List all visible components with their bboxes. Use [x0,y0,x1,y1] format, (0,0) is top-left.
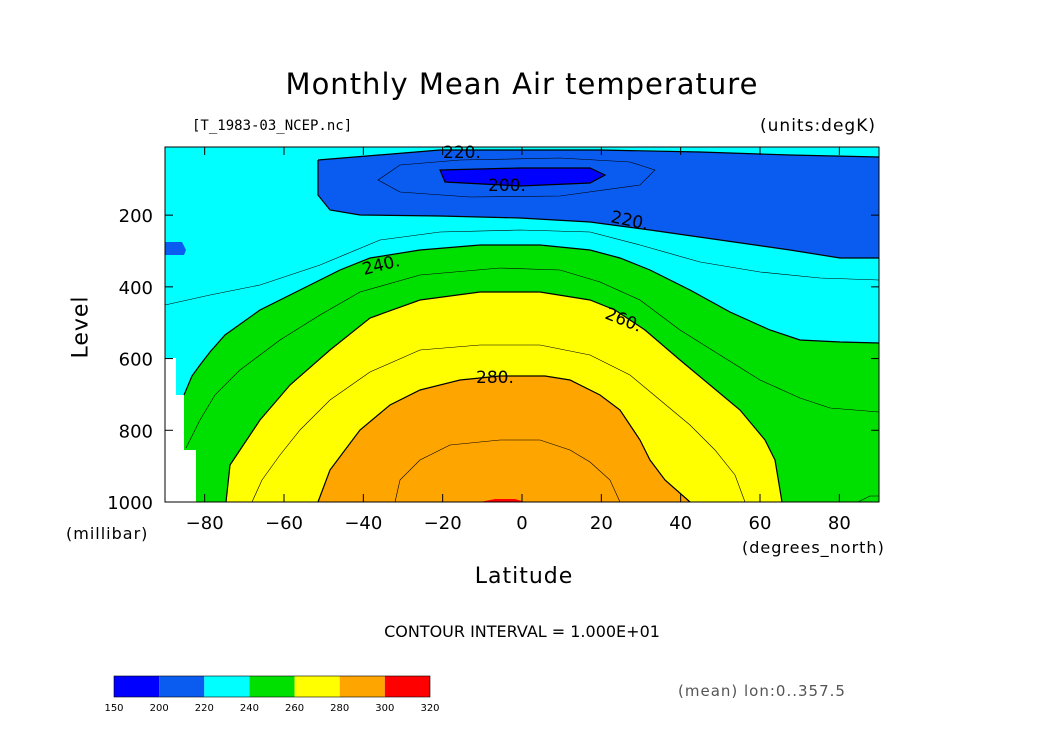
y-tick-label: 200 [119,206,153,227]
contour-label: 280. [476,368,514,388]
contour-210-line [377,157,656,198]
contour-240-line [183,244,880,396]
x-tick-label: −40 [344,513,382,534]
colorbar-label: 200 [150,703,169,714]
x-tick-label: −60 [265,513,303,534]
contour-220-line [317,149,880,161]
x-tick-label: 0 [516,513,527,534]
band-above-300 [480,499,525,502]
x-tick-label: 60 [749,513,772,534]
colorbar-swatch [204,676,250,697]
colorbar-frame [113,675,431,698]
colorbar-swatch [159,676,205,697]
y-tick-label: 600 [119,350,153,371]
contour-230-line [164,229,880,306]
x-tick-label: 40 [669,513,692,534]
file-label: [T_1983-03_NCEP.nc] [192,118,353,134]
colorbar-label: 320 [420,703,439,714]
contour-lines-minor [164,157,880,503]
contour-200-line [439,167,607,187]
x-tick-label: −80 [186,513,224,534]
y-tick-label: 800 [119,421,153,442]
colorbar-swatch [114,676,160,697]
x-tick-label: 80 [828,513,851,534]
y-tick-label: 400 [119,278,153,299]
footnote-mean: (mean) lon:0..357.5 [678,682,846,700]
band-below-200 [440,168,605,186]
contour-fills [165,147,879,502]
contour-270-line [251,344,746,503]
contour-label: 220. [443,143,481,163]
contour-lines-major [183,149,880,503]
colorbar-label: 260 [285,703,304,714]
contour-250-line [185,267,880,449]
band-280-300 [318,376,690,502]
colorbar-label: 220 [195,703,214,714]
y-axis-title: Level [68,295,94,359]
colorbar-label: 300 [375,703,394,714]
x-axis-title: Latitude [474,564,574,589]
units-label: (units:degK) [760,116,876,136]
colorbar-swatch [294,676,340,697]
contour-260-line [225,291,783,503]
colorbar-label: 280 [330,703,349,714]
x-axis-unit: (degrees_north) [742,538,885,557]
contour-290-line [394,439,621,503]
chart-title: Monthly Mean Air temperature [285,67,759,101]
contour-label: 200. [488,176,526,196]
missing-data-region [165,358,196,502]
colorbar-swatch [384,676,430,697]
x-tick-label: 20 [590,513,613,534]
x-axis: −80 −60 −40 −20 0 20 40 60 80 [186,147,851,534]
contour-280-line [317,375,691,503]
colorbar-label: 240 [240,703,259,714]
x-tick-label: −20 [424,513,462,534]
y-tick-label: 1000 [107,493,153,514]
contour-250-east-line [857,495,879,503]
colorbar-swatch [339,676,385,697]
colorbar-label: 150 [104,703,123,714]
contour-interval-text: CONTOUR INTERVAL = 1.000E+01 [384,622,660,641]
colorbar-swatch [249,676,295,697]
contour-220-lower-line [317,160,879,259]
colorbar: 150 200 220 240 260 280 300 320 [104,675,440,714]
band-200-220-south-patch [165,242,186,255]
y-axis: 200 400 600 800 1000 [107,206,879,514]
y-axis-unit: (millibar) [66,524,149,543]
